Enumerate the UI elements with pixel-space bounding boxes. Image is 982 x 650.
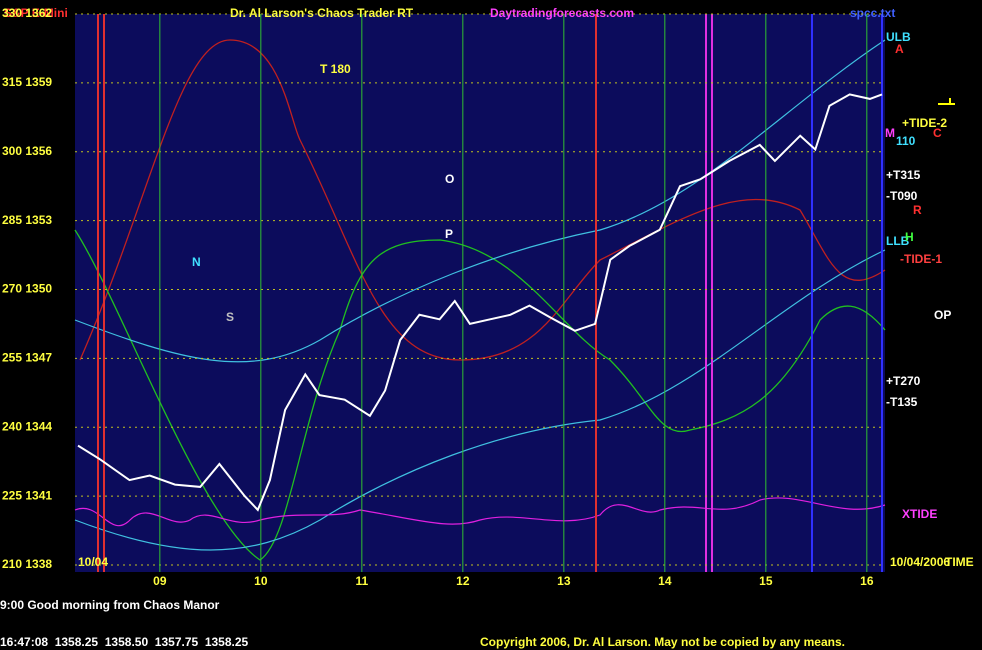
annotation: XTIDE (902, 507, 937, 521)
x-tick-label: 13 (557, 574, 571, 588)
time-label: TIME (945, 555, 974, 569)
price-line (77, 93, 883, 512)
y-tick-label: 240 1344 (2, 419, 52, 433)
x-tick-label: 11 (355, 574, 368, 588)
symbol: S&P E-Mini (4, 6, 68, 20)
x-tick-label: 09 (153, 574, 167, 588)
annotation: -T135 (886, 395, 918, 409)
website: Daytradingforecasts.com (490, 6, 634, 20)
copyright: Copyright 2006, Dr. Al Larson. May not b… (480, 635, 845, 649)
quote: 16:47:08 1358.25 1358.50 1357.75 1358.25 (0, 635, 249, 649)
annotation: ULB (886, 30, 911, 44)
y-tick-label: 210 1338 (2, 557, 52, 571)
y-tick-label: 255 1347 (2, 351, 52, 365)
annotation: -TIDE-1 (900, 252, 942, 266)
annotation: C (933, 126, 942, 140)
annotation: T 180 (320, 62, 351, 76)
chart-title: Dr. Al Larson's Chaos Trader RT (230, 6, 414, 20)
annotation: +T270 (886, 374, 921, 388)
annotation: P (445, 227, 453, 241)
annotation: R (913, 203, 922, 217)
annotation: 110 (896, 134, 916, 148)
band-upper (74, 39, 886, 363)
x-tick-label: 10 (254, 574, 268, 588)
annotation: A (895, 42, 904, 56)
annotation: LLB (886, 234, 910, 248)
annotation: N (192, 255, 201, 269)
annotation: O (445, 172, 454, 186)
x-tick-label: 16 (860, 574, 874, 588)
annotation: S (226, 310, 234, 324)
y-tick-label: 270 1350 (2, 282, 52, 296)
y-tick-label: 225 1341 (2, 488, 52, 502)
annotation: +TIDE-2 (902, 116, 947, 130)
date-label: 10/04 (78, 555, 108, 569)
message: 9:00 Good morning from Chaos Manor (0, 598, 220, 612)
x-tick-label: 14 (658, 574, 672, 588)
x-tick-label: 15 (759, 574, 773, 588)
annotation: H (905, 230, 914, 244)
event-lines (97, 14, 883, 572)
y-tick-label: 300 1356 (2, 144, 52, 158)
x-tick-label: 12 (456, 574, 470, 588)
y-tick-label: 330 1362 (2, 6, 52, 20)
plot-area (75, 14, 885, 572)
y-tick-label: 315 1359 (2, 75, 52, 89)
band-lower (74, 249, 886, 551)
annotation: +T315 (886, 168, 921, 182)
xtide-curve (74, 497, 886, 527)
indicator-curve (79, 39, 886, 361)
date-label: 10/04/2006 (890, 555, 950, 569)
y-tick-label: 285 1353 (2, 213, 52, 227)
file-name: spcc.txt (850, 6, 895, 20)
annotation: OP (934, 308, 951, 322)
annotation: M (885, 126, 895, 140)
annotation: -T090 (886, 189, 918, 203)
